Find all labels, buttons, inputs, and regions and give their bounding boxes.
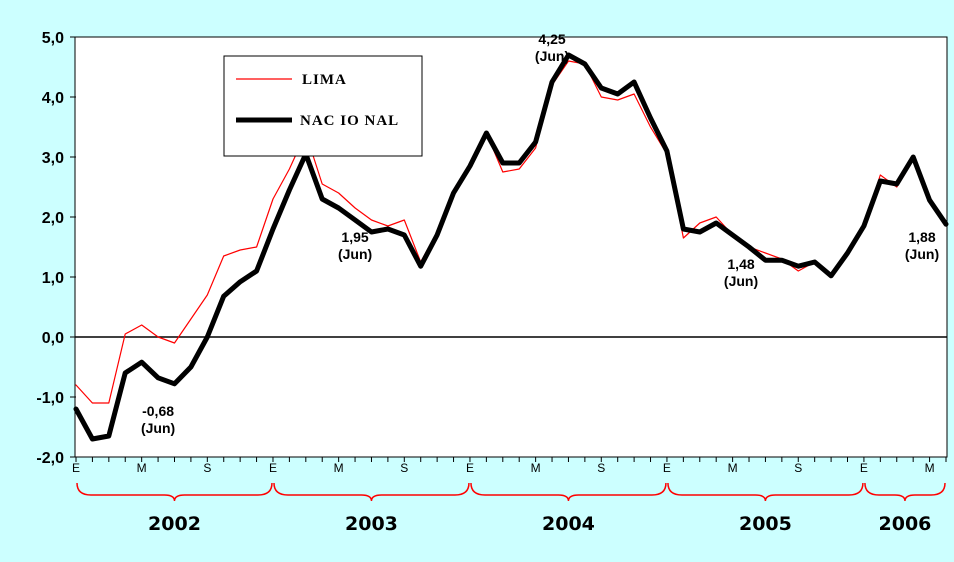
annotation-value: 4,25 <box>538 31 565 47</box>
y-tick-label: 5,0 <box>42 30 64 47</box>
legend-box <box>223 55 423 157</box>
x-month-label: S <box>597 461 605 475</box>
plot-background <box>74 36 948 458</box>
x-month-label: M <box>137 461 147 475</box>
y-tick-label: 1,0 <box>42 270 64 287</box>
annotation-layer: -0,68(Jun)1,95(Jun)4,25(Jun)1,48(Jun)1,8… <box>141 31 939 436</box>
y-tick-label: 4,0 <box>42 90 64 107</box>
legend: LIMA NAC IO NAL <box>223 55 423 157</box>
year-label: 2003 <box>345 513 398 535</box>
x-month-label: E <box>860 461 868 475</box>
x-month-label: M <box>334 461 344 475</box>
x-month-label: M <box>728 461 738 475</box>
x-month-label: E <box>269 461 277 475</box>
x-month-label: S <box>203 461 211 475</box>
x-month-label: E <box>72 461 80 475</box>
annotation-month: (Jun) <box>905 246 939 262</box>
x-month-label: S <box>794 461 802 475</box>
series-line-lima <box>75 60 947 404</box>
year-brace <box>76 482 273 502</box>
x-month-label: E <box>663 461 671 475</box>
annotation-value: 1,95 <box>341 229 368 245</box>
legend-label-lima: LIMA <box>302 72 347 88</box>
y-tick-label: -2,0 <box>36 450 64 467</box>
year-brace <box>667 482 864 502</box>
year-layer: 2002 2003 2004 2005 2006 <box>76 482 946 535</box>
y-tick-label: 0,0 <box>42 330 64 347</box>
y-tick-label: 3,0 <box>42 150 64 167</box>
annotation-value: 1,88 <box>908 229 935 245</box>
y-tick-label: -1,0 <box>36 390 64 407</box>
year-brace <box>273 482 470 502</box>
annotation-month: (Jun) <box>141 420 175 436</box>
annotation-month: (Jun) <box>724 273 758 289</box>
annotation-value: 1,48 <box>727 256 754 272</box>
year-brace <box>470 482 667 502</box>
x-month-label: S <box>400 461 408 475</box>
annotation-month: (Jun) <box>535 48 569 64</box>
x-month-label: E <box>466 461 474 475</box>
year-label: 2006 <box>879 513 932 535</box>
year-label: 2004 <box>542 513 595 535</box>
year-label: 2005 <box>739 513 792 535</box>
series-layer <box>73 52 949 442</box>
year-brace <box>864 482 946 502</box>
series-line-nacional <box>73 52 949 442</box>
annotation-value: -0,68 <box>142 403 174 419</box>
x-month-label: M <box>925 461 935 475</box>
y-axis: 5,0 4,0 3,0 2,0 1,0 0,0 -1,0 -2,0 <box>36 30 76 467</box>
year-label: 2002 <box>148 513 201 535</box>
x-month-label: M <box>531 461 541 475</box>
legend-label-nacional: NAC IO NAL <box>300 113 399 129</box>
annotation-month: (Jun) <box>338 246 372 262</box>
y-tick-label: 2,0 <box>42 210 64 227</box>
